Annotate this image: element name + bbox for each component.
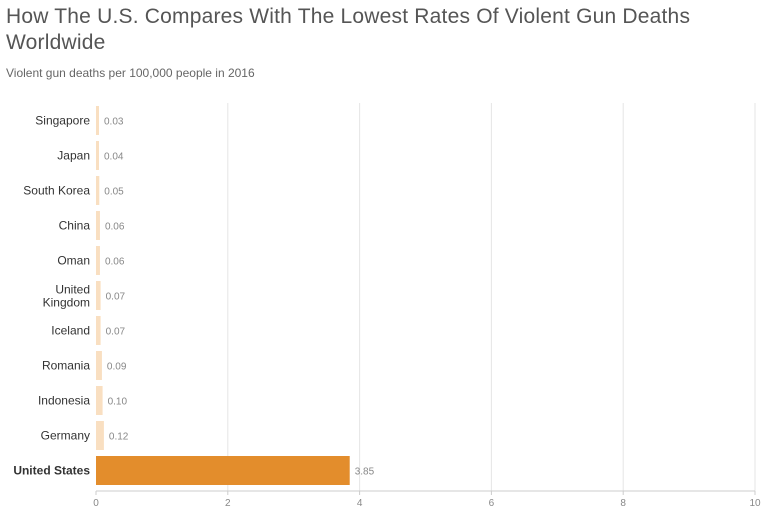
bar-romania [96, 351, 102, 380]
bar-germany [96, 421, 104, 450]
value-label: 0.05 [104, 187, 124, 198]
category-label: South Korea [23, 184, 90, 198]
category-label: Iceland [51, 324, 90, 338]
value-label: 3.85 [355, 467, 375, 478]
category-label: United Kingdom [43, 283, 90, 310]
category-label: United States [13, 464, 90, 478]
value-label: 0.03 [104, 117, 124, 128]
bar-china [96, 211, 100, 240]
category-label: Japan [57, 149, 90, 163]
x-tick-label: 8 [620, 498, 626, 509]
x-tick-label: 2 [225, 498, 231, 509]
category-label: Germany [41, 429, 90, 443]
bar-united-kingdom [96, 281, 101, 310]
value-label: 0.12 [109, 432, 129, 443]
value-label: 0.07 [106, 327, 126, 338]
bar-united-states [96, 456, 350, 485]
value-labels: 0.03 0.04 0.05 0.06 0.06 0.07 0.07 0.09 0.10 0.12… [104, 117, 375, 478]
category-label: Singapore [35, 114, 90, 128]
category-labels: Singapore Japan South Korea China Oman United… [13, 114, 90, 478]
value-label: 0.06 [105, 222, 125, 233]
bar-iceland [96, 316, 101, 345]
bar-japan [96, 141, 99, 170]
category-label: Indonesia [38, 394, 90, 408]
chart-title: How The U.S. Compares With The Lowest Ra… [6, 5, 691, 54]
value-label: 0.10 [108, 397, 128, 408]
bars [96, 106, 350, 485]
value-label: 0.04 [104, 152, 124, 163]
bar-indonesia [96, 386, 103, 415]
value-label: 0.09 [107, 362, 127, 373]
x-tick-label: 0 [93, 498, 99, 509]
bar-singapore [96, 106, 99, 135]
bar-oman [96, 246, 100, 275]
chart-subtitle: Violent gun deaths per 100,000 people in… [6, 66, 255, 80]
value-label: 0.07 [106, 292, 126, 303]
x-axis: 0 2 4 6 8 10 [93, 490, 761, 509]
bar-south-korea [96, 176, 100, 205]
value-label: 0.06 [105, 257, 125, 268]
category-label: Oman [57, 254, 90, 268]
category-label: Romania [42, 359, 90, 373]
x-tick-label: 10 [749, 498, 761, 509]
x-tick-label: 6 [489, 498, 495, 509]
x-tick-label: 4 [357, 498, 363, 509]
category-label: China [59, 219, 91, 233]
gridlines [227, 103, 756, 491]
